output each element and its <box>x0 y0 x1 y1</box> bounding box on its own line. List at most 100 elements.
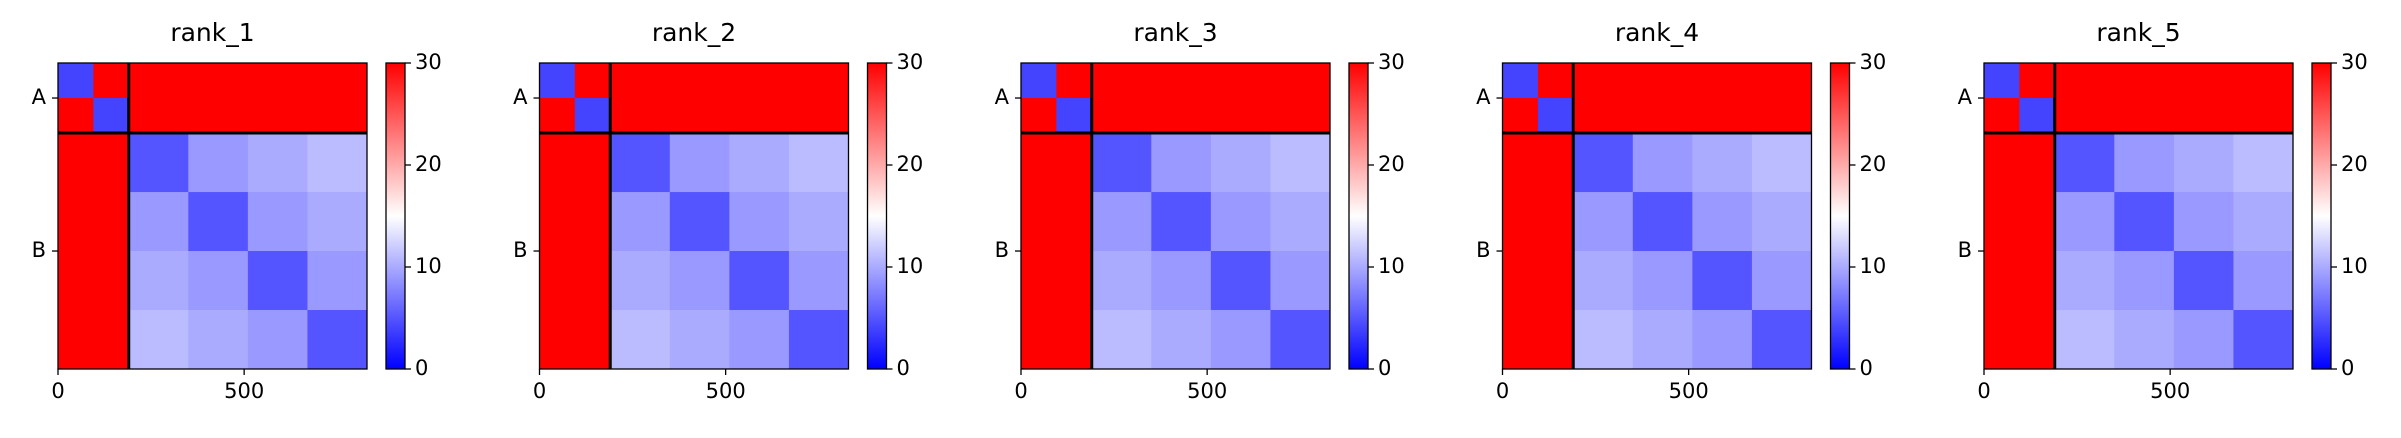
heatmap-cell <box>2054 251 2115 311</box>
colorbar-tick-label: 20 <box>1860 152 1887 176</box>
heatmap-cell <box>574 133 611 193</box>
panel-title: rank_3 <box>1133 18 1217 47</box>
heatmap-cell <box>669 251 730 311</box>
heatmap-cell <box>539 98 576 134</box>
heatmap-cell <box>1632 98 1693 134</box>
y-tick-label: A <box>1476 85 1491 109</box>
heatmap-cell <box>1021 98 1057 134</box>
heatmap-cell <box>2114 63 2175 99</box>
heatmap-cell <box>729 98 790 134</box>
heatmap-cell <box>1573 63 1634 99</box>
colorbar-tick-label: 20 <box>897 152 924 176</box>
heatmap-cell <box>1270 98 1331 134</box>
heatmap-cell <box>2054 63 2115 99</box>
colorbar-tick-label: 0 <box>415 356 428 380</box>
heatmap-cell <box>1502 98 1539 134</box>
heatmap-cell <box>669 192 730 252</box>
plot-frame <box>1501 62 1813 370</box>
heatmap-cell <box>128 63 189 99</box>
heatmap-cell <box>2173 192 2234 252</box>
heatmap-cell <box>1091 133 1152 193</box>
colorbar-tick-label: 10 <box>415 254 442 278</box>
heatmap-cell <box>188 98 249 134</box>
colorbar-tick-label: 30 <box>1860 50 1887 74</box>
heatmap-cell <box>1210 251 1271 311</box>
heatmap-cell <box>1692 133 1753 193</box>
heatmap-cell <box>2114 310 2175 370</box>
heatmap-cell <box>2019 251 2056 311</box>
heatmap-cell <box>574 98 611 134</box>
heatmap-cell <box>1151 251 1212 311</box>
heatmap-cell <box>1632 133 1693 193</box>
x-tick-label: 0 <box>1977 379 1990 403</box>
heatmap-cell <box>58 98 94 134</box>
heatmap-cell <box>729 251 790 311</box>
heatmap-cell <box>1056 310 1093 370</box>
heatmap-cell <box>1151 63 1212 99</box>
heatmap-cell <box>1502 63 1539 99</box>
heatmap-cell <box>1573 251 1634 311</box>
heatmap-cell <box>1151 192 1212 252</box>
heatmap-cell <box>1751 133 1812 193</box>
heatmap-cell <box>574 192 611 252</box>
heatmap-cell <box>1021 310 1057 370</box>
y-tick-label: B <box>1476 238 1490 262</box>
heatmap-cell <box>610 310 671 370</box>
heatmap-cell <box>1091 310 1152 370</box>
heatmap-cell <box>1021 133 1057 193</box>
x-tick-label: 0 <box>51 379 64 403</box>
heatmap-cell <box>188 251 249 311</box>
heatmap-cell <box>307 98 368 134</box>
y-tick-label: B <box>32 238 46 262</box>
heatmap-cell <box>1056 192 1093 252</box>
colorbar-tick-label: 0 <box>2341 356 2354 380</box>
y-tick-label: A <box>513 85 528 109</box>
heatmap-cell <box>1537 63 1574 99</box>
heatmap-cell <box>1751 310 1812 370</box>
y-tick-label: B <box>513 238 527 262</box>
heatmap-cell <box>2233 133 2294 193</box>
heatmap-cell <box>93 63 130 99</box>
heatmap-cell <box>58 133 94 193</box>
heatmap-cell <box>307 63 368 99</box>
heatmap-cell <box>307 192 368 252</box>
panel-title: rank_4 <box>1615 18 1699 47</box>
heatmap-cell <box>1210 310 1271 370</box>
x-tick-label: 500 <box>1669 379 1709 403</box>
heatmap-cell <box>2054 310 2115 370</box>
heatmap-cell <box>1692 192 1753 252</box>
heatmap-cell <box>128 98 189 134</box>
heatmap-cell <box>188 310 249 370</box>
heatmap-cell <box>58 63 94 99</box>
colorbar-tick-label: 20 <box>2341 152 2368 176</box>
x-tick-label: 500 <box>2150 379 2190 403</box>
heatmap-cell <box>2233 251 2294 311</box>
heatmap-cell <box>247 192 308 252</box>
y-tick-label: A <box>995 85 1010 109</box>
heatmap-cell <box>1270 192 1331 252</box>
heatmap-cell <box>2233 310 2294 370</box>
heatmap-cell <box>610 133 671 193</box>
heatmap-cell <box>788 98 849 134</box>
heatmap-cell <box>610 63 671 99</box>
heatmap-cell <box>1502 192 1539 252</box>
plot-frame <box>1020 62 1331 370</box>
heatmap-cell <box>574 63 611 99</box>
colorbar-tick-label: 30 <box>897 50 924 74</box>
heatmap-cell <box>2019 98 2056 134</box>
heatmap-cell <box>2233 98 2294 134</box>
heatmap-cell <box>2173 98 2234 134</box>
heatmap-cell <box>1056 133 1093 193</box>
colorbar <box>1348 62 1369 370</box>
heatmap-cell <box>247 251 308 311</box>
colorbar-tick-label: 0 <box>1378 356 1391 380</box>
heatmap-cell <box>1692 63 1753 99</box>
x-tick-label: 500 <box>224 379 264 403</box>
heatmap-cell <box>188 133 249 193</box>
heatmap-cell <box>1573 98 1634 134</box>
heatmap-cell <box>1091 63 1152 99</box>
heatmap-cell <box>2173 63 2234 99</box>
heatmap-cell <box>1056 98 1093 134</box>
heatmap-cell <box>1151 310 1212 370</box>
heatmap-cell <box>1056 63 1093 99</box>
